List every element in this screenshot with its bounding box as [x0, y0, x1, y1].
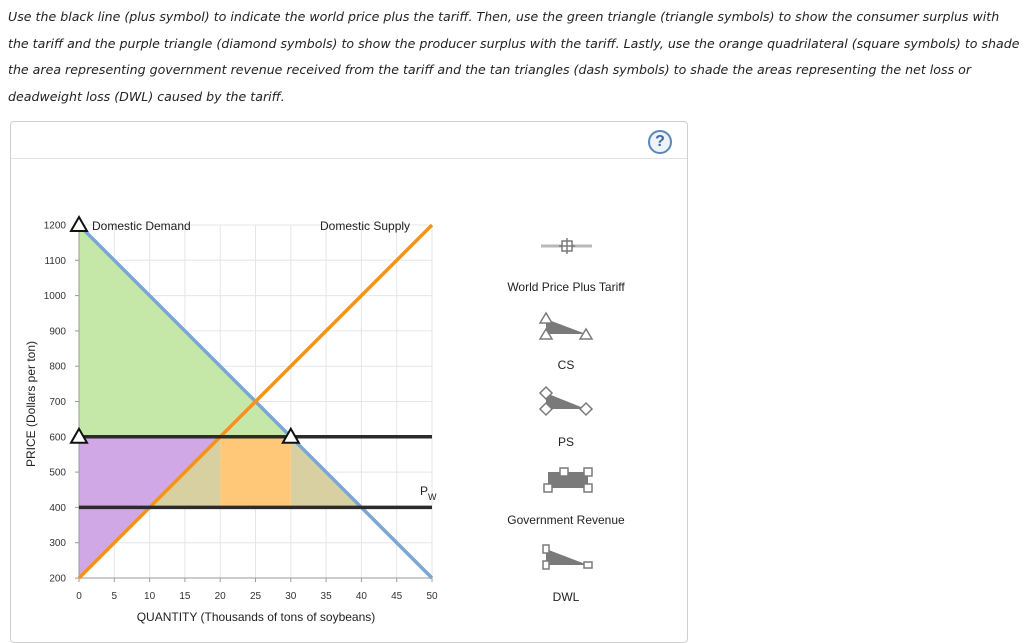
square-icon [559, 467, 569, 477]
cs-label: CS [557, 358, 575, 372]
y-tick-label: 900 [49, 326, 66, 337]
x-tick-label: 45 [391, 591, 403, 602]
square-icon [583, 483, 593, 493]
demand-curve-label: Domestic Demand [92, 219, 191, 233]
triangle-icon [578, 327, 594, 340]
cs-triangle-marker[interactable] [69, 214, 89, 232]
x-tick-label: 20 [215, 591, 227, 602]
tick-labels: 0 5 10 15 20 25 30 35 40 45 50 200 300 400 500 600 700 80… [44, 221, 438, 603]
dwl-label: DWL [552, 590, 580, 604]
government-revenue-tool[interactable] [543, 467, 593, 493]
ps-tool[interactable] [538, 385, 594, 417]
gov-tool-shape [548, 472, 588, 488]
cs-tool[interactable] [538, 311, 594, 340]
y-tick-label: 200 [49, 574, 66, 585]
dash-icon [583, 561, 593, 569]
axes [75, 224, 433, 582]
cs-triangle-marker[interactable] [281, 426, 301, 444]
y-tick-label: 400 [49, 503, 66, 514]
dash-icon [542, 544, 550, 554]
y-tick-label: 600 [49, 432, 66, 443]
ps-tool-shape [546, 393, 586, 409]
diamond-icon [578, 401, 594, 417]
triangle-icon [538, 327, 554, 340]
x-tick-label: 35 [321, 591, 333, 602]
square-icon [543, 483, 553, 493]
pw-label-main: P [420, 484, 428, 498]
plus-icon [559, 238, 575, 254]
instructions-text: Use the black line (plus symbol) to indi… [8, 9, 1020, 104]
y-tick-label: 500 [49, 468, 66, 479]
y-tick-label: 700 [49, 397, 66, 408]
diamond-icon [538, 401, 554, 417]
x-tick-label: 25 [250, 591, 262, 602]
markers[interactable] [69, 214, 301, 444]
cs-tool-shape [546, 319, 586, 334]
square-icon [583, 467, 593, 477]
cs-triangle-marker[interactable] [69, 426, 89, 444]
y-axis-title: PRICE (Dollars per ton) [24, 341, 38, 467]
pw-label-sub: W [428, 492, 437, 502]
diamond-icon [538, 385, 554, 401]
x-tick-label: 40 [356, 591, 368, 602]
help-icon[interactable]: ? [648, 130, 672, 154]
x-tick-label: 30 [285, 591, 297, 602]
supply-curve-label: Domestic Supply [320, 219, 410, 233]
dash-icon [542, 560, 550, 570]
world-price-plus-tariff-label: World Price Plus Tariff [507, 280, 625, 294]
dwl-tool-shape [546, 549, 588, 565]
triangle-icon [538, 311, 554, 324]
y-tick-label: 1200 [44, 221, 67, 232]
world-price-plus-tariff-tool[interactable] [541, 238, 592, 254]
panel-divider [11, 158, 687, 159]
dwl-tool[interactable] [542, 544, 593, 570]
x-tick-label: 50 [426, 591, 438, 602]
y-tick-label: 1100 [44, 256, 66, 267]
x-tick-label: 10 [144, 591, 156, 602]
y-tick-label: 1000 [44, 291, 67, 302]
curves[interactable] [77, 223, 434, 580]
ps-label: PS [557, 435, 574, 449]
government-revenue-label: Government Revenue [507, 513, 625, 527]
gov-revenue-region [220, 436, 291, 508]
x-tick-label: 5 [112, 591, 118, 602]
y-tick-label: 300 [49, 538, 66, 549]
x-axis-title: QUANTITY (Thousands of tons of soybeans) [137, 610, 376, 624]
y-tick-label: 800 [49, 362, 66, 373]
pw-label: PW [420, 484, 437, 502]
supply-curve[interactable] [77, 223, 434, 580]
x-tick-label: 0 [76, 591, 82, 602]
x-tick-label: 15 [179, 591, 191, 602]
